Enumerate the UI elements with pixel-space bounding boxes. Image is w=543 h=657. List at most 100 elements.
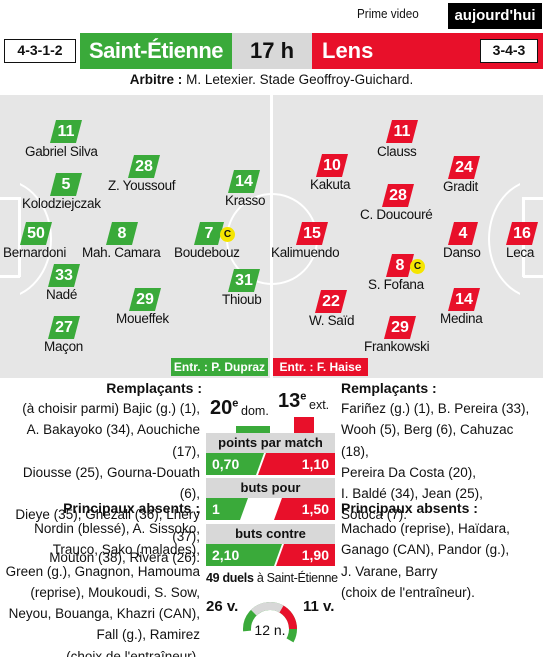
home-player-number: 11: [50, 120, 82, 143]
points-away: 1,10: [258, 453, 335, 475]
left-box-bottom: [0, 275, 20, 278]
away-player-name: C. Doucouré: [360, 207, 433, 222]
captain-badge: C: [220, 227, 235, 242]
referee-text: M. Letexier. Stade Geoffroy-Guichard.: [186, 72, 414, 87]
conceded-home: 2,10: [206, 544, 282, 566]
home-rank: 20e: [210, 397, 238, 420]
home-player-name: Gabriel Silva: [25, 144, 98, 159]
home-sub-line: Diousse (25), Gourna-Douath (6),: [22, 464, 200, 502]
left-box-side: [18, 197, 21, 277]
points-home: 0,70: [206, 453, 264, 475]
away-absents-list: Machado (reprise), Haïdara, Ganago (CAN)…: [341, 518, 541, 603]
home-rank-bar: [236, 426, 270, 435]
away-rank-sup: e: [300, 390, 307, 403]
home-player-name: Mah. Camara: [82, 245, 161, 260]
home-player-name: Thioub: [222, 292, 262, 307]
away-rank: 13e: [278, 390, 306, 413]
right-box-bottom: [523, 275, 543, 278]
match-title-bar: 4-3-1-2 Saint-Étienne 17 h Lens 3-4-3: [0, 33, 543, 69]
home-player-name: Nadé: [46, 287, 78, 302]
home-player-number: 50: [20, 222, 52, 245]
home-player-name: Bernardoni: [3, 245, 67, 260]
duels-count: 49 duels: [206, 571, 254, 585]
away-player-number: 28: [382, 184, 414, 207]
away-player-number: 8: [386, 254, 414, 277]
away-rank-bar: [294, 417, 314, 435]
away-player-number: 22: [315, 290, 347, 313]
home-absent-line: (choix de l'entraîneur).: [66, 648, 200, 657]
home-absent-line: (reprise), Moukoudi, S. Sow,: [30, 584, 200, 600]
home-player-name: Z. Youssouf: [108, 178, 176, 193]
home-player-name: Maçon: [44, 339, 84, 354]
away-sub-line: Wooh (5), Berg (6), Cahuzac (18),: [341, 422, 514, 459]
home-absents-title: Principaux absents :: [63, 500, 200, 516]
home-team-band: [80, 33, 232, 69]
home-coach: Entr. : P. Dupraz: [171, 358, 268, 376]
away-team-name: Lens: [322, 38, 374, 63]
away-absent-line: J. Varane, Barry: [341, 563, 438, 579]
away-wins: 11 v.: [303, 598, 335, 615]
broadcaster-label: Prime video: [357, 6, 419, 21]
away-subs-title: Remplaçants :: [341, 380, 437, 396]
away-player-name: Leca: [506, 245, 535, 260]
home-sub-line: (à choisir parmi) Bajic (g.) (1),: [22, 401, 200, 416]
home-player-number: 14: [228, 170, 260, 193]
home-subs-list: (à choisir parmi) Bajic (g.) (1), A. Bak…: [0, 398, 200, 568]
home-absent-line: Fall (g.), Ramirez: [96, 627, 200, 643]
right-box-top: [523, 197, 543, 200]
home-absent-line: Neyou, Bouanga, Khazri (CAN),: [8, 606, 200, 622]
home-player-number: 28: [128, 155, 160, 178]
home-team-name: Saint-Étienne: [88, 38, 224, 63]
away-player-number: 14: [448, 288, 480, 311]
home-player-number: 27: [48, 316, 80, 339]
points-label: points par match: [206, 433, 335, 453]
away-absent-line: Ganago (CAN), Pandor (g.),: [341, 542, 510, 558]
kickoff-band: [232, 33, 312, 69]
home-player-number: 8: [106, 222, 138, 245]
points-bar: 0,70 1,10: [206, 453, 335, 475]
home-absent-line: Trauco, Sako (malades),: [52, 542, 200, 558]
away-sub-line: Sotoca (7).: [341, 507, 408, 523]
referee-label: Arbitre :: [129, 72, 183, 87]
home-sub-line: Mouton (38), Rivera (26).: [49, 550, 200, 566]
conceded-away: 1,90: [276, 544, 335, 566]
home-player-number: 29: [129, 288, 161, 311]
home-wins: 26 v.: [206, 598, 239, 615]
captain-badge: C: [410, 259, 425, 274]
home-sub-line: A. Bakayoko (34), Aouchiche (17),: [26, 422, 200, 459]
away-player-name: Clauss: [377, 144, 417, 159]
home-player-name: Krasso: [225, 193, 266, 208]
away-player-number: 4: [448, 222, 478, 245]
home-absent-line: Nordin (blessé), A. Sissoko,: [34, 521, 200, 536]
home-player-number: 7: [194, 222, 224, 245]
referee-line: Arbitre : M. Letexier. Stade Geoffroy-Gu…: [0, 72, 543, 87]
away-rank-label: ext.: [309, 398, 330, 412]
away-player-name: Medina: [440, 311, 483, 326]
away-player-number: 24: [448, 156, 480, 179]
away-sub-line: Fariñez (g.) (1), B. Pereira (33),: [341, 401, 530, 416]
away-absents-title: Principaux absents :: [341, 500, 478, 516]
away-player-number: 29: [384, 316, 416, 339]
away-player-number: 15: [296, 222, 328, 245]
conceded-bar: 2,10 1,90: [206, 544, 335, 566]
home-subs-title: Remplaçants :: [106, 380, 202, 396]
away-player-number: 16: [506, 222, 538, 245]
home-rank-value: 20: [210, 397, 233, 419]
home-player-name: Moueffek: [116, 311, 169, 326]
home-player-name: Kolodziejczak: [22, 196, 101, 211]
away-absent-line: Machado (reprise), Haïdara,: [341, 521, 510, 536]
home-formation: 4-3-1-2: [4, 39, 76, 63]
draws-count: 12 n.: [254, 622, 285, 638]
home-rank-sup: e: [232, 397, 239, 410]
scored-home: 1: [206, 498, 248, 520]
home-player-number: 5: [50, 173, 82, 196]
scored-label: buts pour: [206, 478, 335, 498]
duels-venue: à Saint-Étienne: [256, 571, 338, 585]
away-player-name: Kakuta: [310, 177, 351, 192]
record-donut: 12 n.: [243, 602, 297, 653]
home-sub-line: Dieye (35), Ghezali (36), Lhéry (37),: [15, 507, 200, 544]
away-player-name: Gradit: [443, 179, 478, 194]
scored-away: 1,50: [274, 498, 335, 520]
conceded-label: buts contre: [206, 524, 335, 544]
away-player-name: Danso: [443, 245, 481, 260]
